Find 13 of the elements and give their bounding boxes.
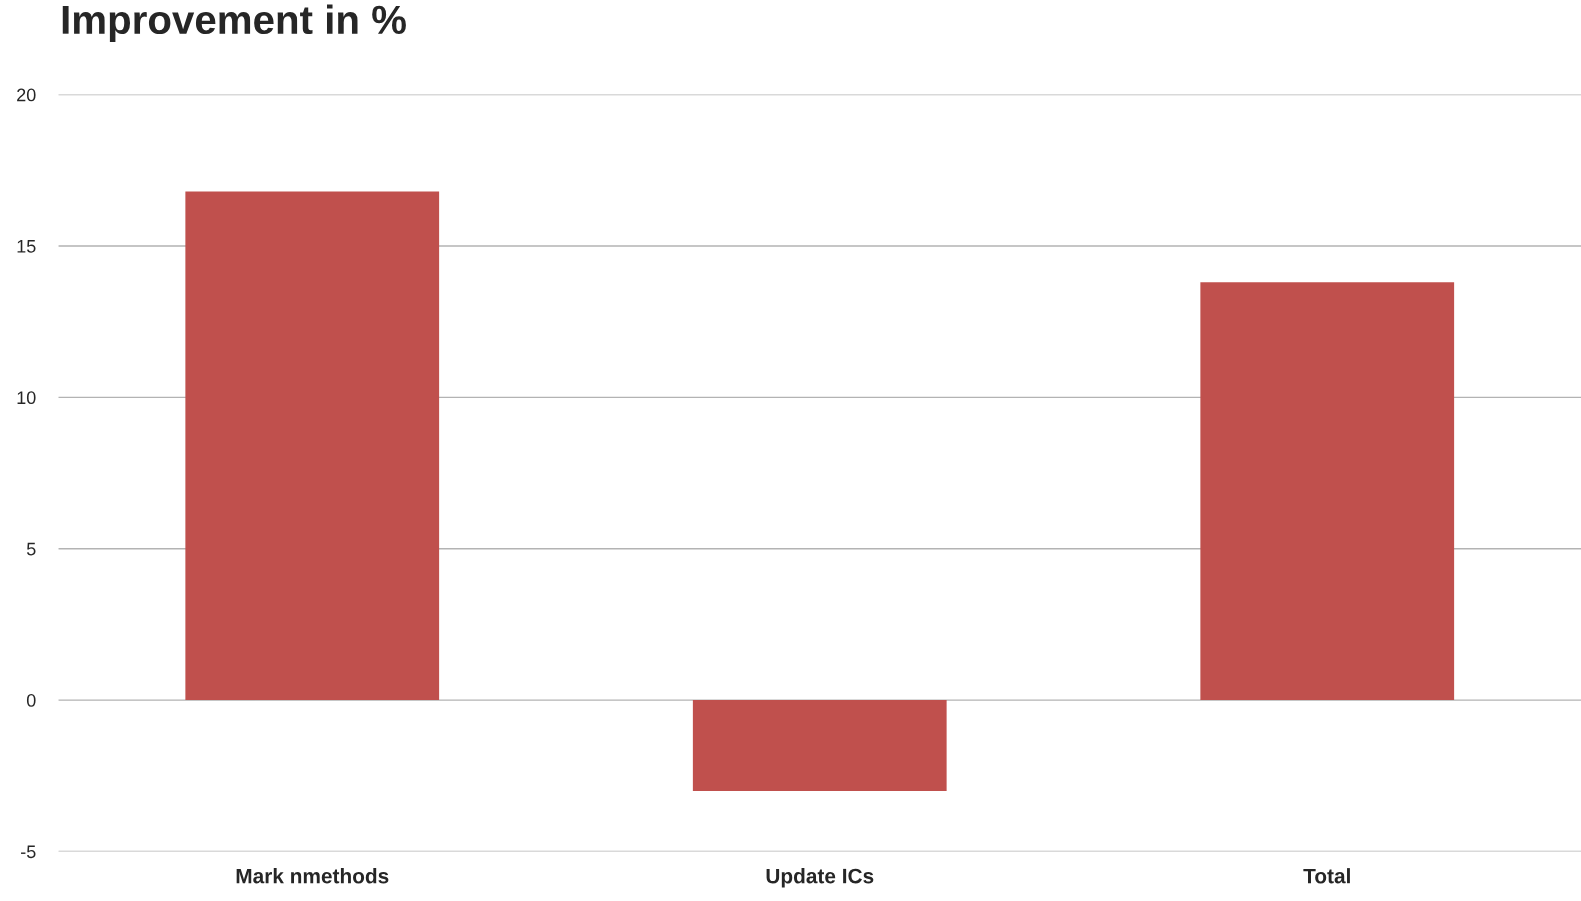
x-tick-label: Total bbox=[1303, 868, 1350, 884]
y-tick-label: -5 bbox=[21, 845, 36, 859]
y-tick-label: 15 bbox=[17, 240, 36, 253]
bar bbox=[692, 700, 947, 791]
y-tick-label: 20 bbox=[17, 88, 36, 102]
x-tick-label: Update ICs bbox=[766, 868, 874, 888]
x-tick-label: Mark nmethods bbox=[236, 868, 389, 884]
y-tick-label: 5 bbox=[26, 542, 36, 556]
bar bbox=[185, 191, 440, 701]
y-tick-label: 10 bbox=[17, 391, 36, 405]
y-tick-label: 0 bbox=[26, 694, 36, 707]
chart-title: Improvement in % bbox=[62, 4, 406, 43]
bar bbox=[1200, 282, 1455, 701]
